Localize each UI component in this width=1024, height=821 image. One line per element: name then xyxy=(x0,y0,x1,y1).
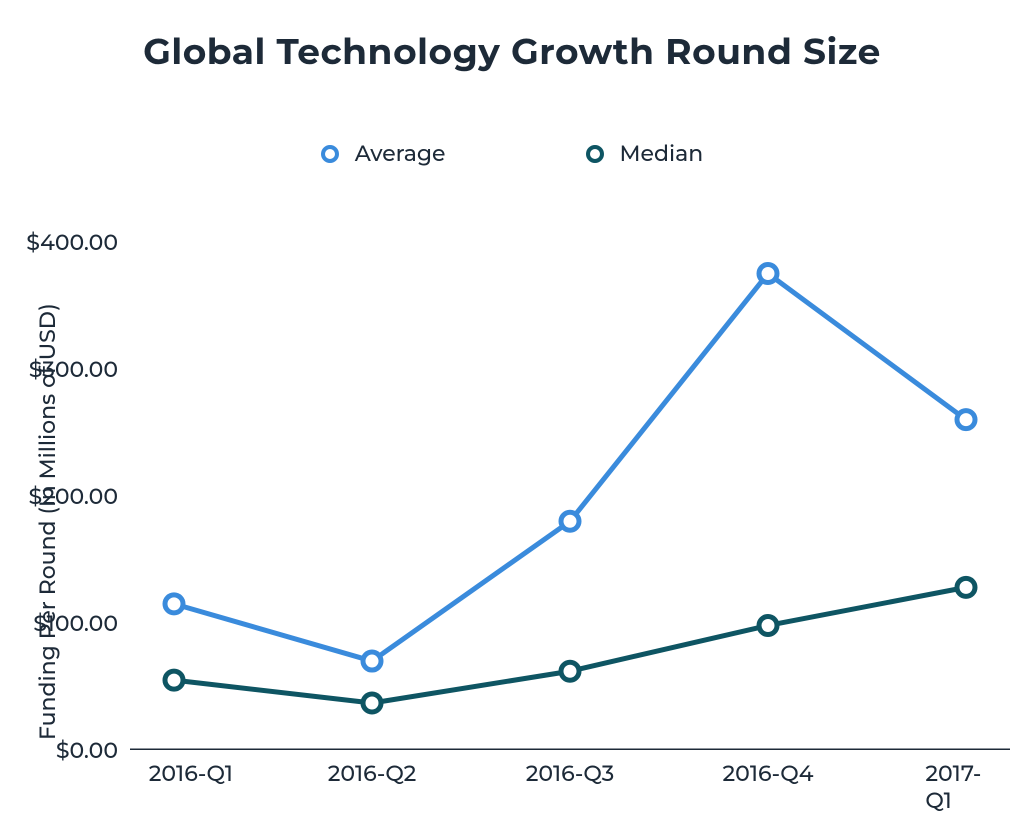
legend-marker-average xyxy=(321,145,339,163)
y-tick-label: $300.00 xyxy=(29,356,118,383)
y-tick-label: $100.00 xyxy=(33,610,118,637)
legend: Average Median xyxy=(0,140,1024,167)
y-tick-label: $400.00 xyxy=(26,229,118,256)
x-tick-label: 2017-Q1 xyxy=(925,760,983,814)
legend-marker-median xyxy=(586,145,604,163)
x-tick-label: 2016-Q1 xyxy=(149,760,233,787)
x-tick-label: 2016-Q4 xyxy=(723,760,814,787)
plot-svg xyxy=(130,210,1010,750)
legend-label-median: Median xyxy=(620,140,704,167)
plot-area xyxy=(130,210,1010,750)
legend-label-average: Average xyxy=(355,140,446,167)
legend-item-average: Average xyxy=(321,140,446,167)
chart-title: Global Technology Growth Round Size xyxy=(0,30,1024,74)
x-tick-label: 2016-Q2 xyxy=(328,760,417,787)
x-tick-label: 2016-Q3 xyxy=(526,760,615,787)
y-tick-label: $200.00 xyxy=(29,483,118,510)
y-tick-label: $0.00 xyxy=(56,737,118,764)
legend-item-median: Median xyxy=(586,140,704,167)
chart-root: Global Technology Growth Round Size Aver… xyxy=(0,0,1024,821)
